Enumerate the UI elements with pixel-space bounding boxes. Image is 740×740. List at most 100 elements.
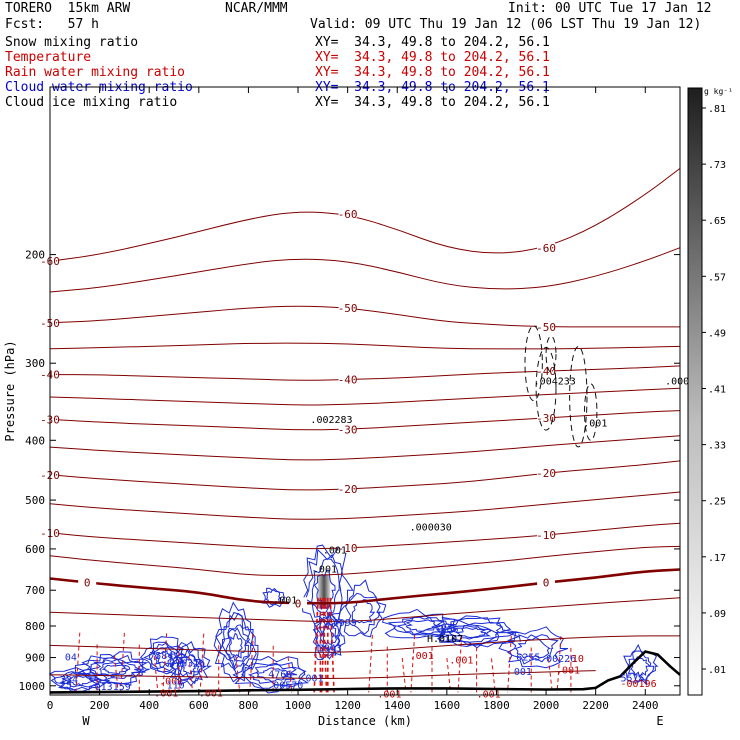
extrema-label: 001 xyxy=(305,674,323,685)
extrema-label: .001 xyxy=(323,545,347,556)
temperature-label: -40 xyxy=(536,365,556,378)
field-label-snow: Snow mixing ratio xyxy=(5,35,139,50)
extrema-label-layer: .002283.004233.000.001.000030.001.001.00… xyxy=(60,377,689,701)
temperature-contour xyxy=(49,522,681,550)
cloud-water-contour xyxy=(155,649,173,665)
cloud-ice-contour xyxy=(584,383,598,441)
rain-water-contour xyxy=(153,656,159,693)
cloud-water-contour xyxy=(417,615,521,648)
extrema-label: .000030 xyxy=(410,522,452,533)
rain-water-contour xyxy=(410,635,416,693)
cloud-water-contour xyxy=(213,601,259,683)
rain-water-contour xyxy=(120,632,125,693)
cloud-water-contour xyxy=(59,672,100,688)
model-title: TORERO 15km ARW xyxy=(5,1,131,16)
cloud-water-contour xyxy=(345,592,381,635)
colorbar-tick-label: .09 xyxy=(708,609,726,620)
extrema-label: 724 xyxy=(60,675,78,686)
rain-water-contour xyxy=(548,658,553,693)
temperature-label-bg xyxy=(537,467,556,479)
temperature-contour-minor xyxy=(49,387,681,406)
temperature-label: -10 xyxy=(536,529,556,542)
temperature-label-bg xyxy=(537,365,556,377)
colorbar-tick-label: .17 xyxy=(708,553,726,564)
temperature-contour-low xyxy=(49,597,681,622)
rain-water-layer xyxy=(75,597,572,693)
extrema-label: .001 xyxy=(273,595,297,606)
temperature-label-bg xyxy=(537,529,556,541)
cloud-water-contour xyxy=(514,636,552,660)
cloud-water-contour xyxy=(179,654,200,680)
rain-water-contour xyxy=(401,657,407,693)
cloud-water-contour xyxy=(440,624,500,643)
temperature-contour xyxy=(49,568,681,605)
x-tick-label: 1600 xyxy=(434,699,461,712)
east-label: E xyxy=(656,714,663,728)
x-tick-label: 1200 xyxy=(334,699,361,712)
temperature-label: -50 xyxy=(536,321,556,334)
temperature-label: -60 xyxy=(338,208,358,221)
temperature-label-bg xyxy=(338,542,357,554)
cloud-water-contour xyxy=(148,642,181,672)
rain-water-contour xyxy=(322,597,328,693)
temperature-label: -40 xyxy=(338,374,358,387)
y-tick-label: 200 xyxy=(25,249,45,262)
cloud-water-contour xyxy=(304,548,343,631)
cloud-water-contour xyxy=(455,627,487,639)
extrema-label: 04 xyxy=(65,653,77,664)
temperature-contour-minor xyxy=(49,435,681,461)
temperature-label: 0 xyxy=(84,576,91,589)
x-tick-label: 0 xyxy=(47,699,54,712)
cloud-water-contour xyxy=(218,612,255,672)
cloud-water-contour xyxy=(101,664,128,675)
temperature-contour-low xyxy=(49,635,680,653)
cloud-water-contour xyxy=(405,619,439,632)
temperature-contour-low xyxy=(49,670,596,679)
temperature-contour-minor xyxy=(49,342,681,350)
colorbar-tick-label: .81 xyxy=(708,104,726,115)
field-xy-temperature: XY= 34.3, 49.8 to 204.2, 56.1 xyxy=(315,50,550,65)
terrain-line xyxy=(49,650,681,694)
rain-water-contour xyxy=(556,636,562,693)
extrema-label: .001 xyxy=(583,419,607,430)
extrema-label: 110 xyxy=(167,680,185,691)
extrema-label: 6255 xyxy=(516,653,540,664)
x-tick-label: 800 xyxy=(238,699,258,712)
cloud-water-contour xyxy=(381,608,457,639)
colorbar-ramp xyxy=(687,87,703,696)
y-tick-label: 400 xyxy=(25,434,45,447)
temperature-contour-minor xyxy=(49,491,681,520)
cloud-water-contour xyxy=(215,611,257,681)
temperature-label: -30 xyxy=(536,412,556,425)
rain-water-contour xyxy=(249,633,254,693)
y-tick-label: 1000 xyxy=(19,680,46,693)
temperature-label: -50 xyxy=(338,302,358,315)
rain-water-contour xyxy=(491,658,496,693)
extrema-label: .002283 xyxy=(310,415,352,426)
colorbar-tick-label: .01 xyxy=(708,665,726,676)
axes-layer: 0 200 400 600 800 1000 1200 1400 1600 1800 2000 220… xyxy=(3,86,681,728)
colorbar: .01 .09 .17 .25 .33 .41 .49 .57 .65 .73 .81 g kg⁻¹ xyxy=(687,87,733,696)
x-tick-label: 2200 xyxy=(582,699,609,712)
rain-water-contour xyxy=(368,634,373,693)
temperature-label: -20 xyxy=(338,483,358,496)
extrema-label: .004233 xyxy=(534,377,576,388)
cloud-ice-contour xyxy=(545,335,557,373)
extrema-label: 3943 xyxy=(318,644,342,655)
x-tick-label: 600 xyxy=(189,699,209,712)
temperature-label-bg xyxy=(338,373,357,385)
cloud-water-contour xyxy=(74,651,150,686)
field-label-cloud-ice: Cloud ice mixing ratio xyxy=(5,95,178,110)
extrema-label: .001 xyxy=(449,655,473,666)
rain-water-contour xyxy=(199,633,205,693)
temperature-label-bg xyxy=(537,320,556,332)
extrema-label: H.0107 xyxy=(427,634,463,645)
cloud-water-contour xyxy=(351,599,376,624)
extrema-label: -00196 xyxy=(620,679,656,690)
extrema-label: 00226 xyxy=(546,654,576,665)
rain-water-contour xyxy=(162,633,168,693)
extrema-label: 013159 xyxy=(95,682,131,693)
field-xy-cloud-ice: XY= 34.3, 49.8 to 204.2, 56.1 xyxy=(315,95,550,110)
extrema-label: 4766 xyxy=(268,670,292,681)
